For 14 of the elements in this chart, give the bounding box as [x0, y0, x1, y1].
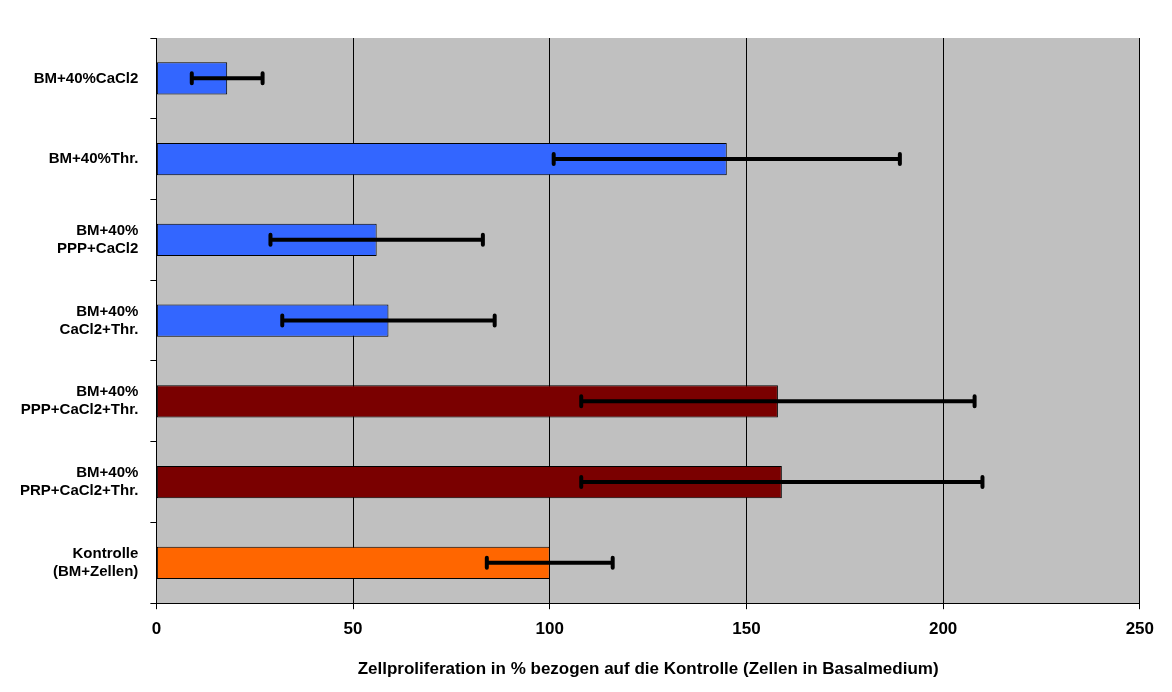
x-tick-label: 50: [343, 619, 363, 639]
y-tick-label: BM+40% PRP+CaCl2+Thr.: [19, 463, 139, 499]
y-tick-label: BM+40% PPP+CaCl2: [57, 221, 139, 256]
x-tick-label: 150: [732, 619, 761, 639]
y-tick-label: BM+40% CaCl2+Thr.: [59, 301, 139, 337]
x-tick-label: 100: [535, 619, 564, 639]
x-tick-label: 200: [928, 619, 958, 639]
x-axis-title: Zellproliferation in % bezogen auf die Kontrolle (Zellen in Basalmedium): [357, 659, 939, 679]
y-tick-label: BM+40%CaCl2: [33, 68, 139, 86]
y-tick-label: BM+40% PPP+CaCl2+Thr.: [20, 382, 139, 418]
x-tick-label: 250: [1125, 619, 1155, 639]
y-tick-label: Kontrolle (BM+Zellen): [52, 543, 139, 579]
x-tick-label: 0: [151, 619, 162, 639]
y-tick-label: BM+40%Thr.: [48, 149, 139, 167]
